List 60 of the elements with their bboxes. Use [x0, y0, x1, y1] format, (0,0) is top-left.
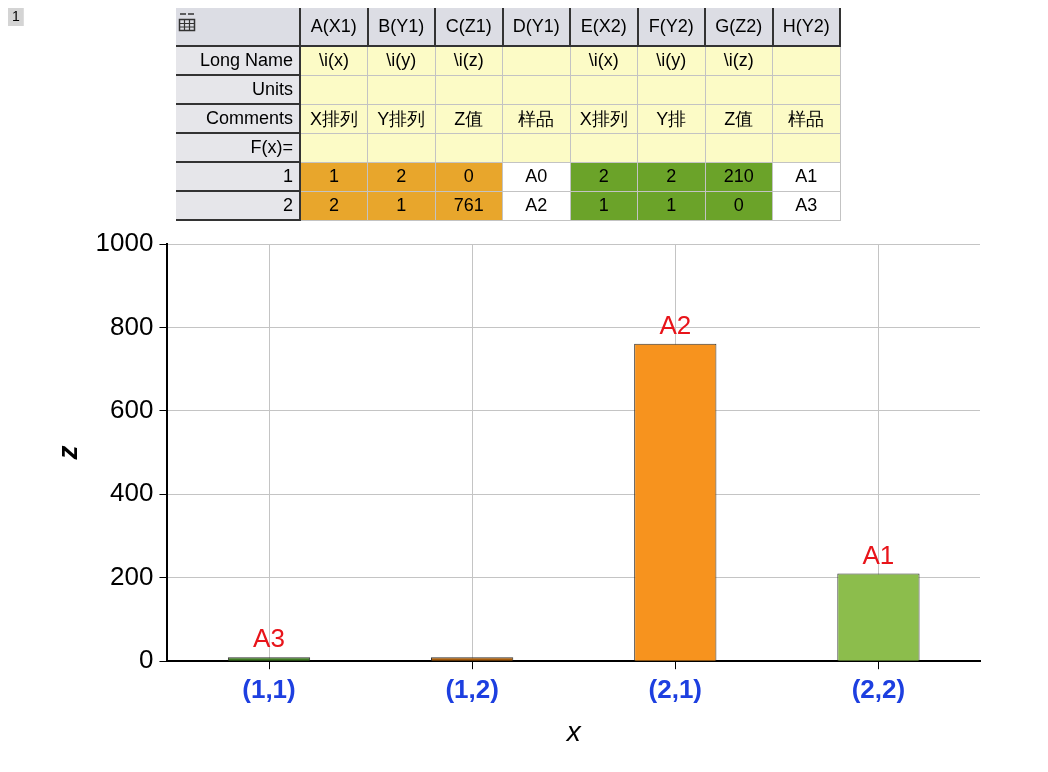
text: X排列 [579, 108, 628, 129]
category-label: 1 [282, 166, 293, 186]
text: \i(x) [588, 50, 619, 71]
text: A3 [795, 195, 818, 215]
text: 1 [598, 195, 609, 215]
category-label: Units [251, 79, 293, 99]
x-tick-label: (1,2) [445, 673, 499, 704]
category-label: 2 [396, 166, 407, 186]
category-label: F(Y2) [637, 8, 705, 46]
text: 2 [328, 195, 339, 215]
category-label: C(Z1) [435, 8, 503, 46]
text: \i(z) [723, 50, 754, 71]
text: \i(y) [656, 50, 687, 71]
category-label: Long Name [199, 50, 293, 70]
y-tick-label: 800 [110, 310, 154, 341]
y-tick-label: 0 [138, 644, 154, 675]
text: 0 [733, 195, 744, 215]
x-tick-label: (2,1) [648, 673, 703, 704]
category-label: D(Y1) [502, 8, 570, 46]
text: \i(z) [453, 50, 484, 71]
y-tick-label: 1000 [95, 227, 154, 258]
text: Z值 [724, 108, 754, 129]
y-axis-title: z [51, 445, 83, 461]
text: 761 [453, 195, 484, 215]
text: 210 [723, 166, 754, 186]
category-label: F(x)= [250, 137, 293, 157]
text: 1 [328, 166, 339, 186]
text: A1 [795, 166, 818, 186]
text: A0 [525, 166, 548, 186]
text: A2 [525, 195, 548, 215]
text: Y排列 [377, 108, 426, 129]
category-label: H(Y2) [772, 8, 840, 46]
x-axis-title: x [564, 716, 582, 747]
y-tick-label: 400 [110, 477, 154, 508]
text: \i(y) [386, 50, 417, 71]
x-tick-label: (1,1) [242, 673, 296, 704]
y-tick-label: 200 [110, 560, 154, 591]
data-label: A3 [253, 623, 285, 654]
data-label: A2 [659, 309, 692, 340]
text: 1 [396, 195, 407, 215]
text: 1 [666, 195, 677, 215]
text: 2 [666, 166, 677, 186]
category-label: E(X2) [570, 8, 638, 46]
text: 样品 [788, 108, 825, 129]
text: \i(x) [319, 50, 349, 71]
category-label: B(Y1) [367, 8, 435, 46]
text: 2 [282, 195, 293, 215]
text: 0 [463, 166, 474, 186]
y-tick-label: 600 [110, 394, 154, 425]
category-label: G(Z2) [705, 8, 773, 46]
category-label: A(X1) [300, 8, 368, 46]
text: 样品 [518, 108, 555, 129]
x-tick-label: (2,2) [851, 673, 906, 704]
text: Z值 [454, 108, 484, 129]
text: 1 [12, 7, 20, 24]
text: X排列 [309, 108, 358, 129]
text: 2 [598, 166, 609, 186]
text: Y排 [656, 108, 687, 129]
category-label: Comments [205, 108, 293, 128]
data-label: A1 [862, 539, 895, 570]
